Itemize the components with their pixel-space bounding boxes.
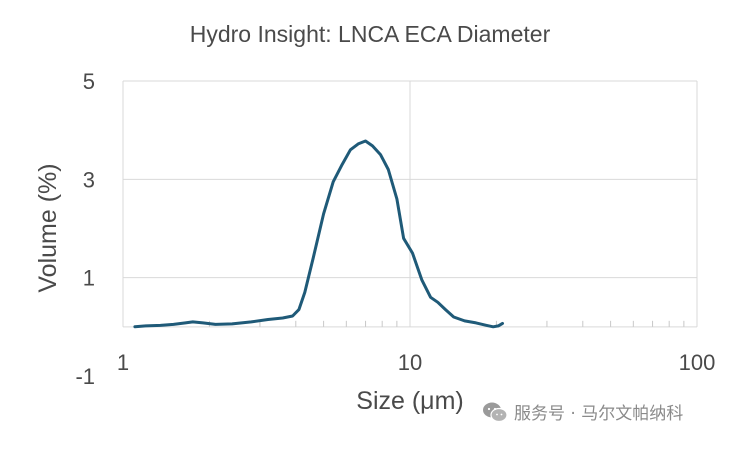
watermark-text: 服务号 · 马尔文帕纳科 [514,404,684,424]
wechat-icon [483,402,508,422]
y-tick-label: 3 [83,167,95,192]
series-layer [133,139,504,329]
watermark: 服务号 · 马尔文帕纳科 [482,399,683,424]
y-tick-label: -1 [75,364,95,389]
x-tick-label: 10 [398,350,422,375]
axes [123,320,697,328]
y-tick-label: 1 [83,266,95,291]
tick-labels: -1 1 3 5 1 10 100 [75,69,715,389]
x-axis-label: Size (μm) [356,387,463,415]
y-tick-label: 5 [83,69,95,94]
series-line [133,139,504,329]
x-tick-label: 1 [117,350,129,375]
x-tick-label: 100 [679,350,716,375]
grid-lines [122,80,698,327]
chart-title: Hydro Insight: LNCA ECA Diameter [190,21,551,47]
y-axis-label: Volume (%) [34,163,62,292]
